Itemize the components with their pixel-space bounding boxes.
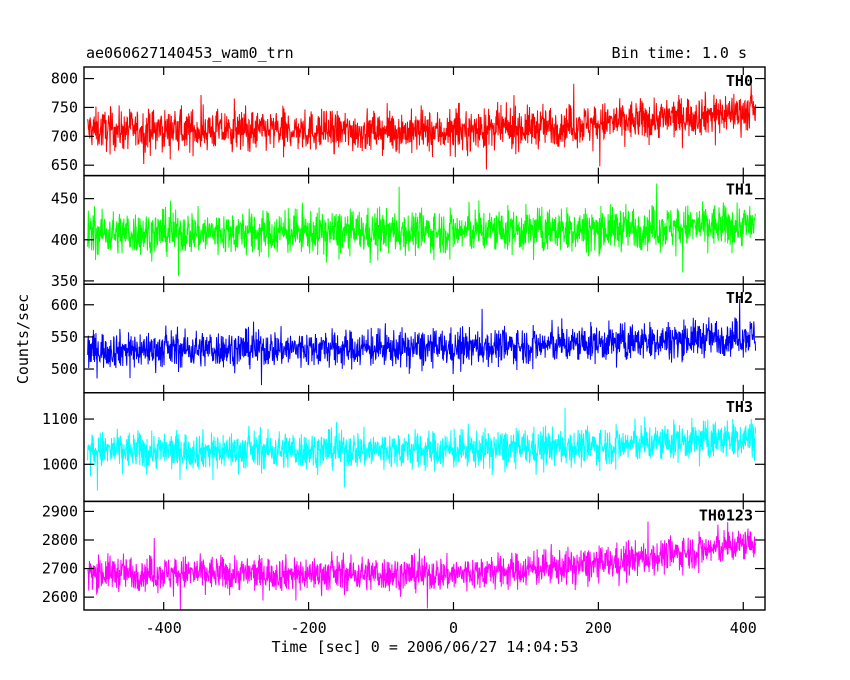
y-tick-label: 700 [51, 127, 78, 145]
y-tick-label: 550 [51, 328, 78, 346]
y-tick-label: 450 [51, 190, 78, 208]
y-tick-label: 2900 [42, 502, 78, 520]
y-tick-label: 2800 [42, 531, 78, 549]
y-tick-label: 400 [51, 231, 78, 249]
y-axis-label: Counts/sec [14, 293, 33, 385]
series-line-th0123 [87, 521, 757, 610]
series-line-th2 [87, 299, 757, 386]
series-label: TH1 [726, 181, 753, 199]
panel-th3: 1000 1100 TH3 [42, 392, 766, 503]
y-tick-label: 800 [51, 70, 78, 88]
series-label: TH3 [726, 398, 753, 416]
x-tick-label: 200 [585, 619, 612, 637]
x-axis-label: Time [sec] 0 = 2006/06/27 14:04:53 [271, 638, 579, 656]
y-tick-label: 750 [51, 98, 78, 116]
panel-th2: 500 550 600 TH2 [51, 283, 766, 394]
x-tick-label: 400 [730, 619, 757, 637]
chart-title: ae060627140453_wam0_trn [86, 44, 294, 62]
series-label: TH2 [726, 289, 753, 307]
x-tick-label: 0 [449, 619, 458, 637]
y-tick-label: 1100 [42, 410, 78, 428]
x-tick-label: -200 [291, 619, 327, 637]
series-label: TH0 [726, 72, 753, 90]
panel-th0: 650 700 750 800 TH0 [51, 66, 766, 177]
series-line-th1 [87, 183, 757, 276]
panel-th1: 350 400 450 TH1 [51, 174, 766, 290]
y-tick-label: 600 [51, 296, 78, 314]
y-tick-label: 500 [51, 360, 78, 378]
series-line-th0 [87, 83, 757, 170]
panel-frame [83, 500, 766, 611]
series-label: TH0123 [699, 506, 753, 524]
y-tick-label: 650 [51, 156, 78, 174]
y-tick-label: 2600 [42, 588, 78, 606]
panel-th0123: 2600 2700 2800 2900 TH0123 [42, 500, 766, 611]
y-tick-label: 350 [51, 272, 78, 290]
series-line-th3 [87, 407, 757, 491]
bin-time-label: Bin time: 1.0 s [611, 44, 747, 62]
y-tick-label: 2700 [42, 560, 78, 578]
y-tick-label: 1000 [42, 455, 78, 473]
x-tick-label: -400 [146, 619, 182, 637]
